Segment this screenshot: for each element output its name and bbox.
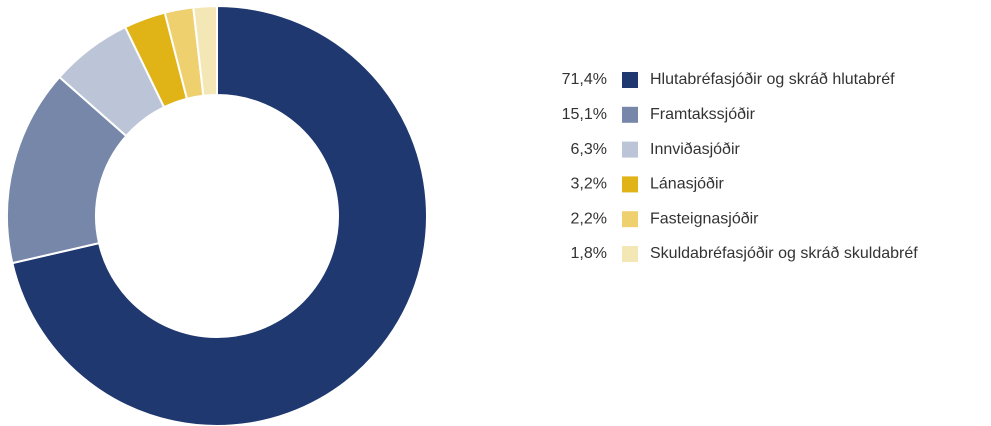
legend-label: Fasteignasjóðir — [650, 210, 759, 227]
legend-value: 15,1% — [562, 106, 607, 123]
legend-value: 2,2% — [571, 210, 607, 227]
legend-swatch — [622, 211, 638, 228]
legend-swatch — [622, 176, 638, 193]
legend-label: Skuldabréfasjóðir og skráð skuldabréf — [650, 245, 918, 262]
legend-swatch — [622, 106, 638, 123]
legend-label: Hlutabréfasjóðir og skráð hlutabréf — [650, 71, 895, 88]
legend-swatch — [622, 246, 638, 262]
legend-value: 1,8% — [571, 245, 607, 262]
legend-swatch — [622, 72, 638, 88]
legend-swatch — [622, 141, 638, 158]
legend-label: Innviðasjóðir — [650, 141, 741, 158]
legend-value: 6,3% — [571, 141, 607, 158]
legend-label: Framtakssjóðir — [650, 106, 756, 123]
legend-label: Lánasjóðir — [650, 176, 725, 193]
legend-value: 3,2% — [571, 176, 607, 193]
donut-segment — [11, 4, 428, 426]
donut-segment — [192, 4, 218, 97]
legend-value: 71,4% — [562, 71, 607, 88]
